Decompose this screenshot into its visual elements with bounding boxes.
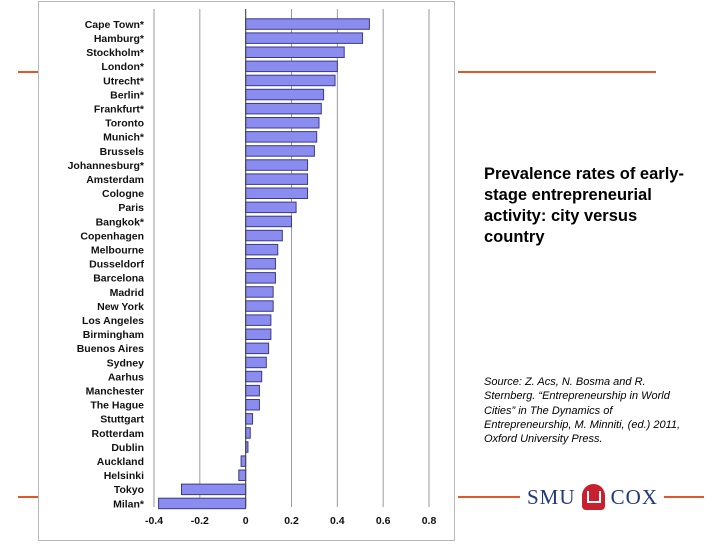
accent-line-bottom-mid [458,496,520,498]
category-label: Toronto [105,118,144,130]
x-tick-label: -0.4 [145,515,163,527]
category-label: Rotterdam [91,428,144,440]
bar [245,60,338,73]
category-label: Helsinki [104,470,144,482]
bar [245,342,270,355]
category-label: New York [97,301,144,313]
x-tick-label: -0.2 [191,515,209,527]
accent-line-top-left [18,71,38,73]
category-label: Brussels [100,146,145,158]
category-label: Stockholm* [86,47,145,59]
category-label: Stuttgart [100,414,144,426]
bar [245,102,322,115]
x-tick-label: 0.6 [376,515,391,527]
category-label: Sydney [107,357,145,369]
bar [245,201,297,214]
category-label: Auckland [97,456,144,468]
bar [158,497,247,510]
bar [245,229,283,242]
category-label: Copenhagen [80,230,144,242]
category-label: Buenos Aires [77,343,144,355]
slide-title: Prevalence rates of early-stage entrepre… [484,165,684,246]
bar [245,300,274,312]
smu-cox-logo: SMU COX [527,482,658,512]
bar [245,187,309,199]
category-label: London* [101,61,144,73]
bar [245,131,318,143]
accent-line-bottom-right [664,496,704,498]
bar [181,483,247,496]
chart-frame: -0.4 -0.2 0 0.2 0.4 0.6 0.8 Cape Town* Hamburg* S… [38,1,455,541]
bar [245,46,345,58]
category-label: Utrecht* [103,75,145,87]
category-label: Madrid [110,287,144,299]
bar [245,117,320,129]
bar [245,328,272,340]
bar [240,455,247,467]
x-tick-label: 0 [243,515,249,527]
bar [245,159,309,171]
logo-text-smu: SMU [527,484,576,509]
bar [245,215,293,228]
category-label: Melbourne [91,244,144,256]
bar-chart: -0.4 -0.2 0 0.2 0.4 0.6 0.8 Cape Town* Hamburg* S… [68,9,437,527]
bar [245,272,276,284]
bar [245,370,263,383]
category-label: Frankfurt* [94,103,145,115]
bar [245,314,272,326]
bar [245,32,364,44]
category-label: Hamburg* [94,33,145,45]
category-label: Birmingham [83,329,144,341]
bar [245,384,260,397]
bar [245,356,267,369]
bar [245,145,315,157]
logo-text-cox: COX [610,484,658,509]
category-label: Johannesburg* [68,160,145,172]
category-label: Dublin [111,442,144,454]
accent-line-top-right [458,71,656,73]
bar [245,413,254,425]
category-label: Barcelona [93,273,144,285]
category-label: Amsterdam [86,174,144,186]
bar [245,399,260,411]
bar [245,88,325,101]
bar [238,469,247,481]
accent-line-bottom-left [18,496,38,498]
category-label: Aarhus [108,371,144,383]
bar [245,74,336,87]
category-label: Tokyo [114,484,144,496]
bar [245,286,274,298]
category-label: Berlin* [110,89,145,101]
category-label: Los Angeles [82,315,144,327]
category-label: Milan* [113,498,145,510]
category-label: Bangkok* [96,216,145,228]
x-tick-label: 0.2 [284,515,299,527]
category-label: Cologne [102,188,144,200]
bar [245,173,309,185]
category-label: Cape Town* [85,19,145,31]
category-label: Manchester [86,385,144,397]
category-label: Munich* [103,132,145,144]
x-tick-label: 0.4 [330,515,345,527]
bar [245,427,251,439]
seal-icon [581,484,605,510]
category-label: Dusseldorf [89,259,144,271]
x-tick-label: 0.8 [422,515,437,527]
source-citation: Source: Z. Acs, N. Bosma and R. Sternber… [484,376,681,446]
bar [245,243,279,256]
bar [245,258,276,270]
category-label: Paris [118,202,144,214]
bar [245,18,370,30]
category-label: The Hague [90,400,144,412]
